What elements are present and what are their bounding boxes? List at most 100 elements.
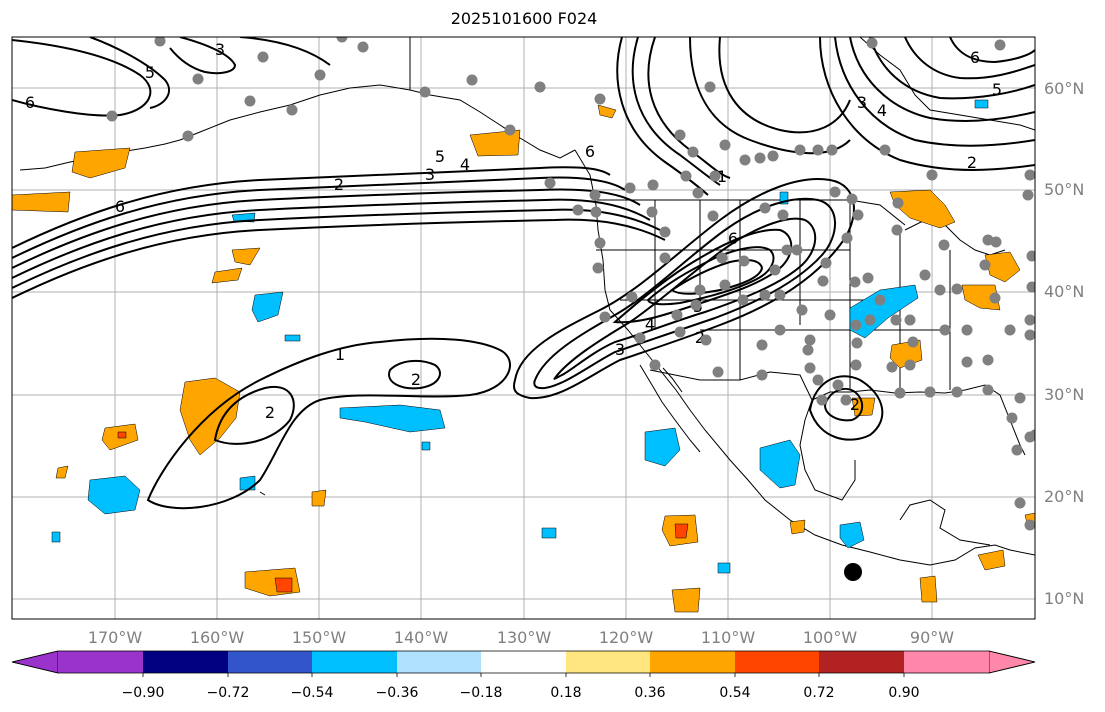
- lat-label: 60°N: [1044, 79, 1084, 98]
- station-dot: [700, 334, 712, 346]
- station-dot: [919, 269, 931, 281]
- station-dot: [892, 197, 904, 209]
- station-dot: [687, 146, 699, 158]
- colorbar-ticks: −0.90 −0.72 −0.54 −0.36 −0.18 0.18 0.36 0.54 0.7…: [122, 673, 920, 701]
- lon-label: 150°W: [292, 628, 347, 647]
- station-dot: [754, 152, 766, 164]
- contour-label: 3: [215, 40, 225, 59]
- station-dot: [879, 144, 891, 156]
- contour-lines: [12, 37, 1035, 510]
- station-dot: [690, 299, 702, 311]
- station-dot: [599, 311, 611, 323]
- colorbar-segment: [819, 651, 904, 673]
- station-dot: [924, 386, 936, 398]
- colorbar-segment: [58, 651, 143, 673]
- contour-label: 1: [335, 345, 345, 364]
- station-dot: [419, 86, 431, 98]
- station-dot: [1022, 189, 1034, 201]
- station-dot: [504, 124, 516, 136]
- colorbar-segment: [904, 651, 989, 673]
- station-dot: [852, 209, 864, 221]
- colorbar-segment: [143, 651, 228, 673]
- station-dot: [832, 379, 844, 391]
- station-dot: [737, 294, 749, 306]
- colorbar-tick-label: 0.72: [803, 685, 834, 701]
- station-dot: [534, 81, 546, 93]
- station-dot: [794, 144, 806, 156]
- station-dot: [1014, 392, 1026, 404]
- lon-label: 130°W: [497, 628, 552, 647]
- lon-label: 170°W: [88, 628, 143, 647]
- station-dot: [812, 374, 824, 386]
- contour-label: 2: [695, 328, 705, 347]
- colorbar-tick-label: 0.18: [550, 685, 581, 701]
- station-dot: [544, 177, 556, 189]
- station-dot: [286, 104, 298, 116]
- station-dot: [709, 170, 721, 182]
- station-dot: [961, 324, 973, 336]
- station-dot: [874, 294, 886, 306]
- station-dot: [804, 334, 816, 346]
- station-dot: [1024, 169, 1035, 181]
- station-dot: [989, 292, 1001, 304]
- colorbar-segment: [312, 651, 397, 673]
- contour-label: 3: [857, 93, 867, 112]
- station-dot: [824, 309, 836, 321]
- station-dot: [951, 283, 963, 295]
- storm-marker: [844, 563, 862, 581]
- station-dot: [781, 244, 793, 256]
- map-frame: [11, 36, 1036, 620]
- station-dot: [738, 255, 750, 267]
- colorbar-tick-label: −0.54: [291, 685, 334, 701]
- contour-label: 2: [411, 370, 421, 389]
- station-dot: [719, 279, 731, 291]
- station-dot: [796, 304, 808, 316]
- station-dot: [951, 386, 963, 398]
- station-dot: [907, 336, 919, 348]
- station-dot: [192, 73, 204, 85]
- station-dot: [982, 384, 994, 396]
- station-dot: [680, 170, 692, 182]
- contour-label: 6: [585, 142, 595, 161]
- station-dot: [1024, 329, 1035, 341]
- station-dot: [671, 309, 683, 321]
- station-dot: [904, 314, 916, 326]
- colorbar-outline: [11, 650, 1036, 674]
- station-dot: [840, 394, 852, 406]
- station-dot: [624, 182, 636, 194]
- contour-label: 3: [615, 340, 625, 359]
- contour-label: 1: [717, 167, 727, 186]
- contour-label: 4: [460, 155, 470, 174]
- station-dot: [674, 326, 686, 338]
- station-dot: [890, 314, 902, 326]
- station-dot: [649, 359, 661, 371]
- station-dot: [154, 37, 166, 47]
- station-dot: [979, 259, 991, 271]
- station-dot: [626, 291, 638, 303]
- contour-label: 2: [850, 395, 860, 414]
- colorbar-segment: [228, 651, 312, 673]
- station-dot: [769, 264, 781, 276]
- station-dot: [647, 179, 659, 191]
- station-dot: [894, 387, 906, 399]
- station-dot: [694, 284, 706, 296]
- station-dot: [1024, 519, 1035, 531]
- station-dot: [1011, 444, 1023, 456]
- station-dot: [1014, 497, 1026, 509]
- colorbar-tick-label: 0.90: [888, 685, 919, 701]
- station-dot: [572, 204, 584, 216]
- lon-label: 140°W: [394, 628, 449, 647]
- station-dot: [938, 239, 950, 251]
- contour-label: 6: [25, 93, 35, 112]
- station-dot: [590, 206, 602, 218]
- lat-label: 30°N: [1044, 385, 1084, 404]
- contour-label: 2: [265, 403, 275, 422]
- station-dot: [592, 262, 604, 274]
- station-dot: [849, 276, 861, 288]
- station-dot: [182, 130, 194, 142]
- station-dot: [961, 356, 973, 368]
- station-dot: [594, 237, 606, 249]
- station-dot: [904, 359, 916, 371]
- station-dot: [891, 224, 903, 236]
